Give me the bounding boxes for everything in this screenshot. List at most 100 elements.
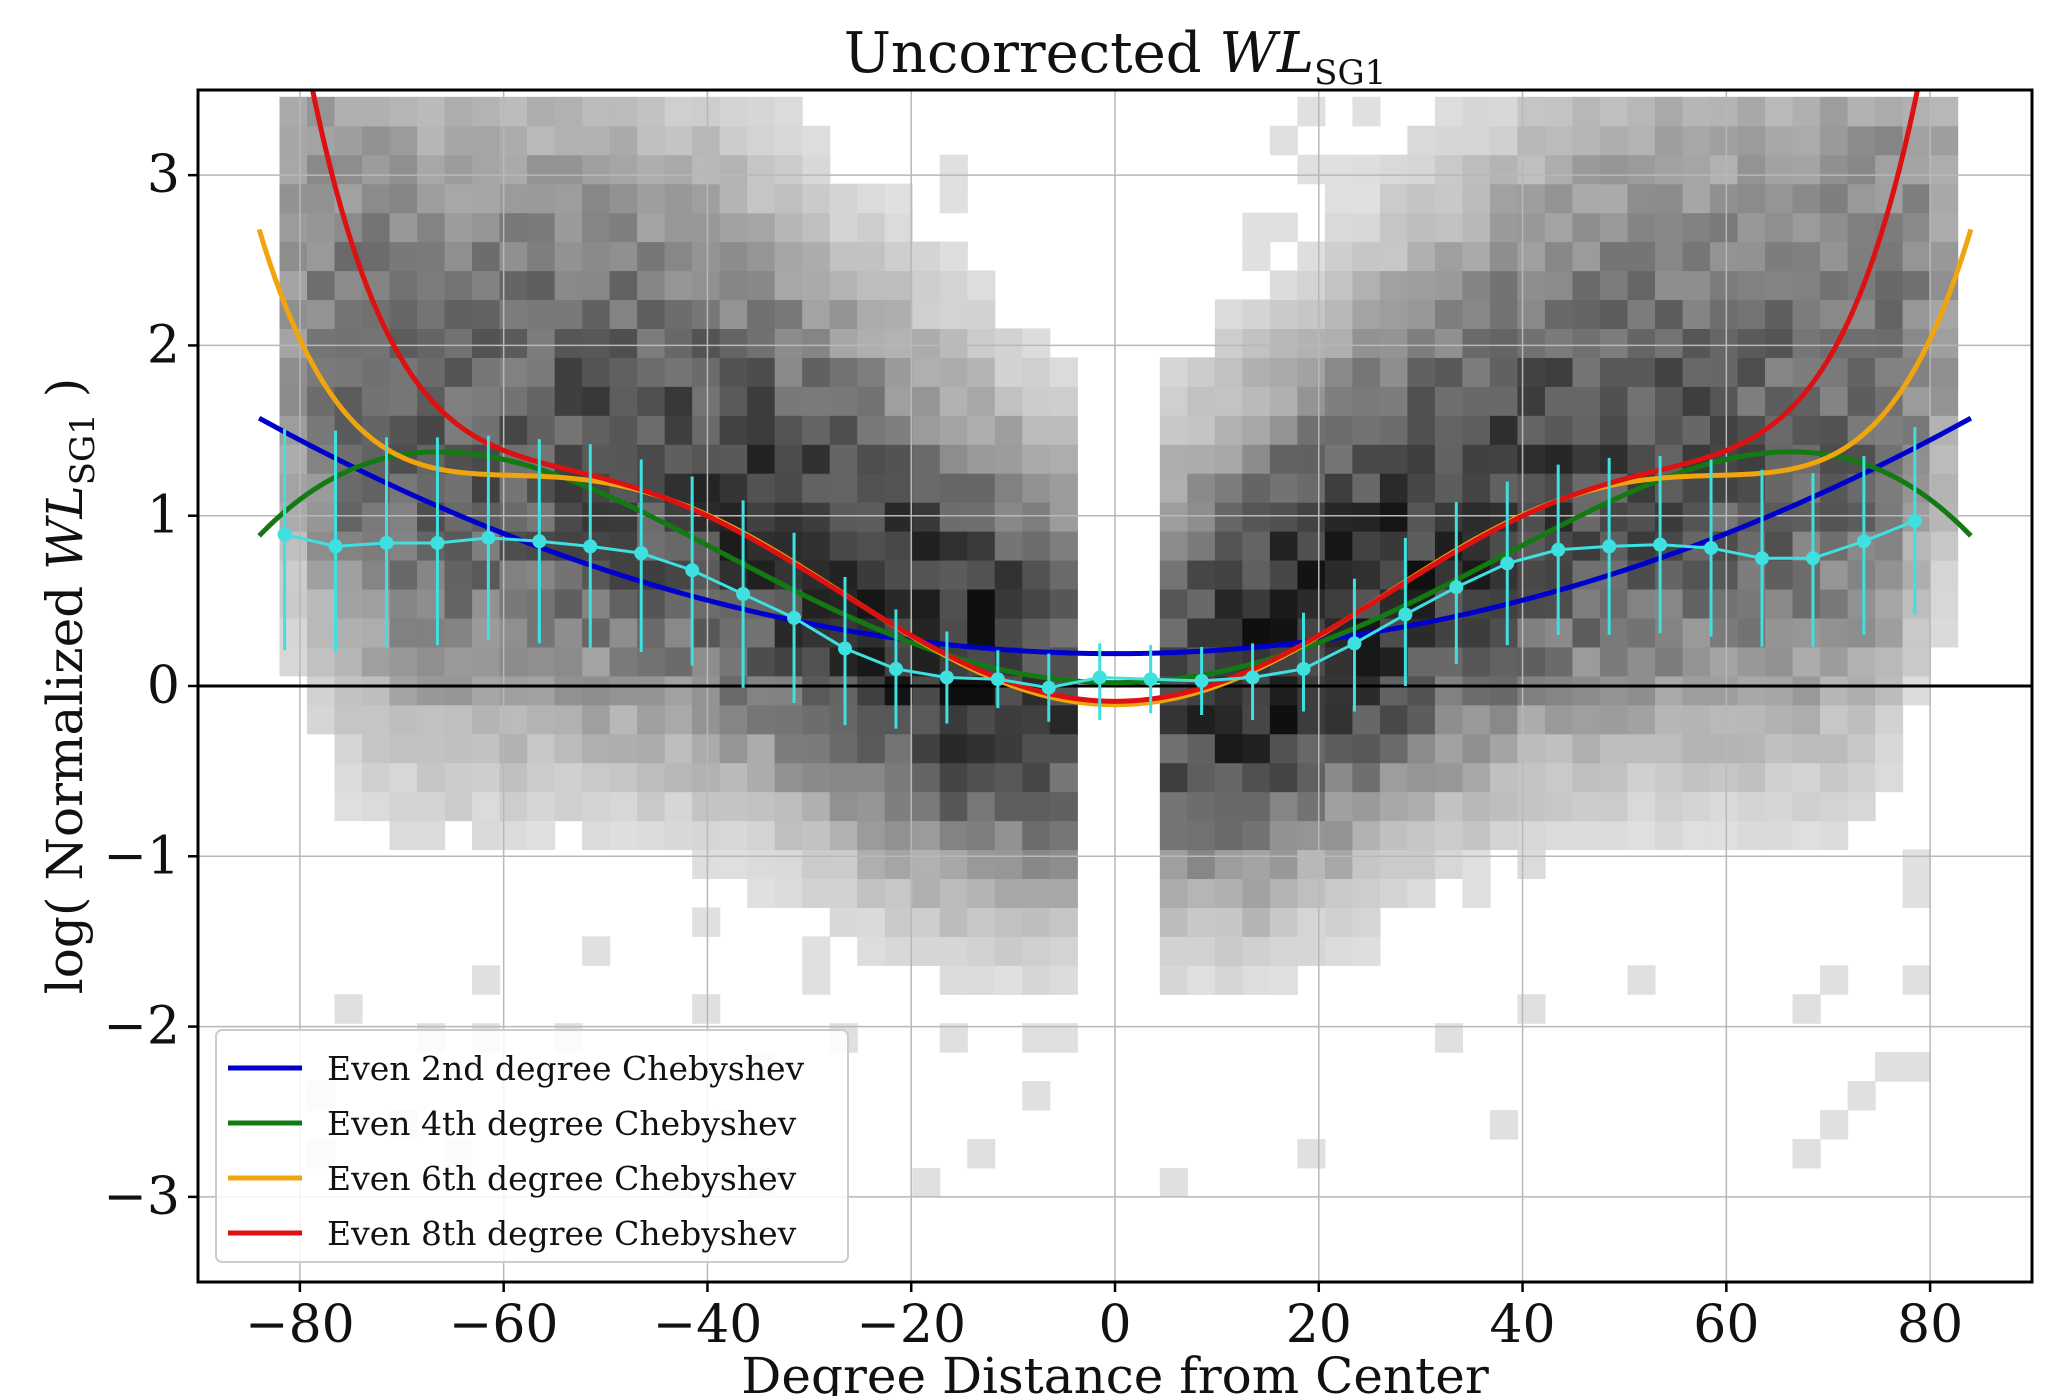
histogram-cell — [1765, 299, 1794, 330]
histogram-cell — [829, 762, 858, 793]
histogram-cell — [1489, 704, 1519, 735]
chart-title-main: Uncorrected — [844, 21, 1220, 86]
histogram-cell — [1627, 675, 1656, 706]
histogram-cell — [637, 704, 666, 735]
histogram-cell — [1269, 328, 1298, 358]
histogram-cell — [1214, 820, 1243, 851]
histogram-cell — [582, 704, 611, 735]
histogram-cell — [719, 704, 748, 735]
histogram-cell — [1022, 936, 1051, 966]
binned-point — [1245, 670, 1260, 685]
histogram-cell — [389, 588, 418, 619]
histogram-cell — [664, 212, 693, 243]
histogram-cell — [802, 936, 831, 966]
histogram-cell — [1297, 502, 1326, 532]
histogram-cell — [1627, 444, 1656, 474]
histogram-cell — [884, 415, 913, 445]
histogram-cell — [444, 154, 473, 185]
histogram-cell — [1214, 531, 1243, 561]
legend: Even 2nd degree Chebyshev Even 4th degree… — [215, 1029, 849, 1263]
histogram-cell — [1407, 704, 1436, 735]
histogram-cell — [1765, 270, 1794, 301]
histogram-cell — [554, 675, 583, 706]
histogram-cell — [884, 936, 913, 966]
histogram-cell — [1517, 212, 1546, 243]
histogram-cell — [1572, 241, 1601, 272]
histogram-cell — [1159, 762, 1188, 793]
histogram-cell — [1517, 820, 1546, 851]
histogram-cell — [1710, 733, 1739, 764]
histogram-cell — [637, 328, 666, 358]
histogram-cell — [664, 299, 693, 330]
histogram-cell — [1159, 1167, 1188, 1198]
histogram-cell — [884, 473, 913, 503]
histogram-cell — [362, 675, 391, 706]
histogram-cell — [774, 473, 803, 503]
histogram-cell — [802, 704, 831, 735]
histogram-cell — [1710, 559, 1739, 590]
histogram-cell — [1187, 588, 1216, 619]
histogram-cell — [1462, 270, 1491, 301]
histogram-cell — [1462, 849, 1491, 880]
histogram-cell — [747, 704, 776, 735]
histogram-cell — [1242, 531, 1271, 561]
histogram-cell — [1765, 212, 1794, 243]
histogram-cell — [939, 733, 968, 764]
histogram-cell — [912, 791, 941, 822]
histogram-cell — [1269, 704, 1298, 735]
histogram-cell — [857, 183, 886, 214]
histogram-cell — [1324, 386, 1354, 416]
histogram-cell — [857, 762, 886, 793]
histogram-cell — [527, 96, 556, 127]
histogram-cell — [1159, 820, 1188, 851]
histogram-cell — [1242, 907, 1271, 937]
histogram-cell — [1572, 820, 1601, 851]
histogram-cell — [1159, 386, 1188, 416]
histogram-cell — [939, 299, 968, 330]
histogram-cell — [719, 791, 748, 822]
histogram-cell — [609, 733, 638, 764]
histogram-cell — [609, 444, 638, 474]
histogram-cell — [664, 444, 693, 474]
histogram-cell — [1544, 675, 1574, 706]
histogram-cell — [1682, 299, 1711, 330]
histogram-cell — [1022, 791, 1051, 822]
histogram-cell — [362, 762, 391, 793]
histogram-cell — [1820, 559, 1849, 590]
histogram-cell — [1269, 415, 1298, 445]
histogram-cell — [362, 646, 391, 677]
histogram-cell — [527, 328, 556, 358]
histogram-cell — [692, 907, 721, 937]
histogram-cell — [774, 299, 803, 330]
histogram-cell — [1022, 907, 1051, 937]
histogram-cell — [279, 183, 308, 214]
histogram-cell — [527, 270, 556, 301]
histogram-cell — [1930, 96, 1959, 127]
histogram-cell — [1820, 270, 1849, 301]
histogram-cell — [1820, 646, 1849, 677]
histogram-cell — [1572, 183, 1601, 214]
histogram-cell — [1269, 733, 1298, 764]
histogram-cell — [1242, 502, 1271, 532]
histogram-cell — [1434, 154, 1464, 185]
binned-point — [1194, 673, 1209, 688]
histogram-cell — [1710, 328, 1739, 358]
histogram-cell — [802, 646, 831, 677]
histogram-cell — [1269, 386, 1298, 416]
histogram-cell — [802, 878, 831, 908]
histogram-cell — [1847, 96, 1876, 127]
binned-point — [1653, 537, 1668, 552]
histogram-cell — [582, 791, 611, 822]
histogram-cell — [1242, 212, 1271, 243]
histogram-cell — [1187, 502, 1216, 532]
histogram-cell — [1820, 1110, 1849, 1140]
histogram-cell — [1022, 328, 1051, 358]
histogram-cell — [1682, 559, 1711, 590]
histogram-cell — [994, 907, 1023, 937]
histogram-cell — [1462, 444, 1491, 474]
histogram-cell — [1820, 965, 1849, 995]
histogram-cell — [939, 1023, 968, 1053]
histogram-cell — [994, 791, 1023, 822]
histogram-cell — [1242, 386, 1271, 416]
histogram-cell — [857, 357, 886, 387]
